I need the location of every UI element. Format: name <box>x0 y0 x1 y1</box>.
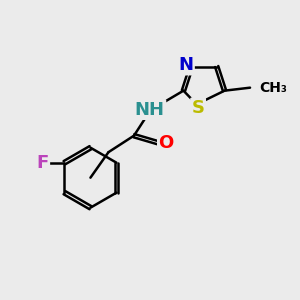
Text: O: O <box>158 134 174 152</box>
Text: NH: NH <box>135 100 165 118</box>
Text: F: F <box>37 154 49 172</box>
Text: S: S <box>192 99 205 117</box>
Text: N: N <box>178 56 194 74</box>
Text: CH₃: CH₃ <box>260 81 287 95</box>
